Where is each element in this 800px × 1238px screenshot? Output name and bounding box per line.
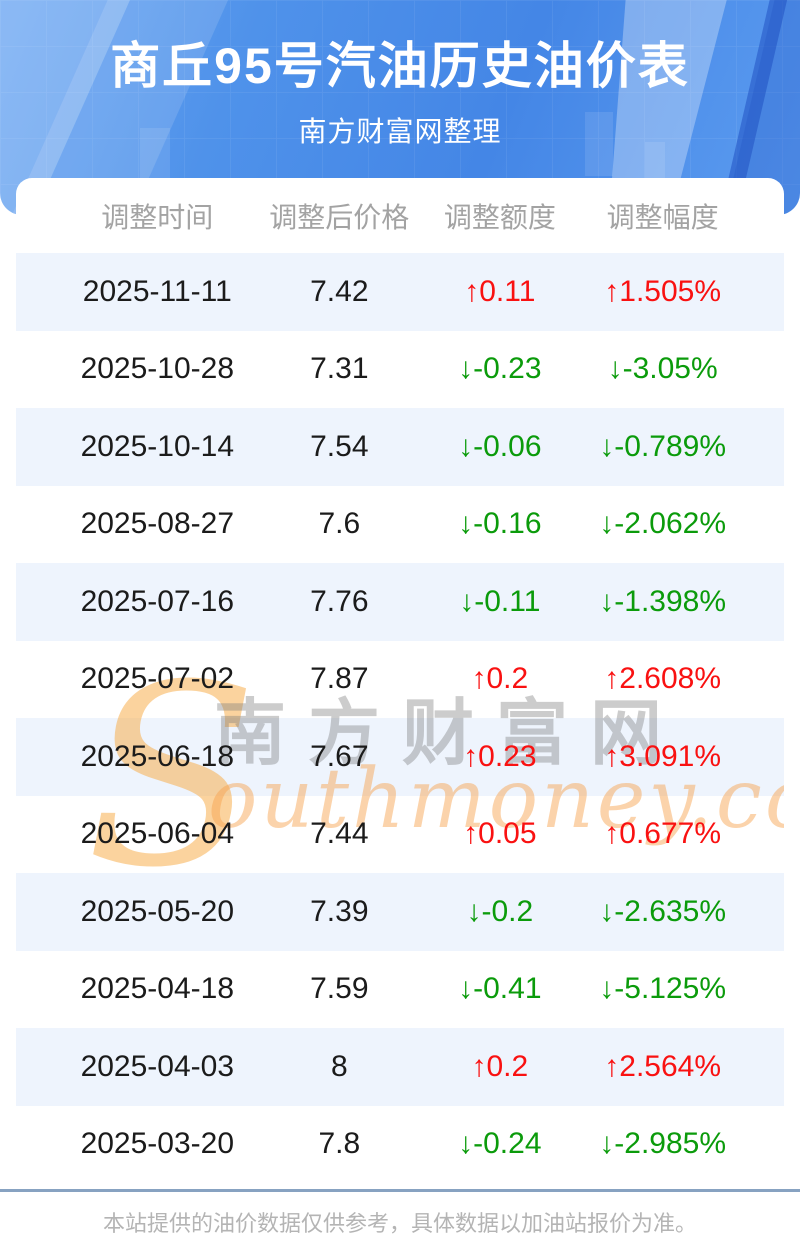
table-row: 2025-08-27 7.6 ↓-0.16 ↓-2.062% (16, 486, 784, 564)
cell-change-percent: ↓-2.985% (599, 1127, 727, 1161)
cell-change-percent: ↓-2.635% (599, 894, 727, 928)
footer-divider (0, 1189, 800, 1192)
cell-change: ↑0.05 (463, 817, 537, 851)
table-row: 2025-07-02 7.87 ↑0.2 ↑2.608% (16, 641, 784, 719)
banner-candlestick-decor (645, 142, 665, 188)
cell-change-percent: ↓-2.062% (599, 507, 727, 541)
table-row: 2025-07-16 7.76 ↓-0.11 ↓-1.398% (16, 563, 784, 641)
table-body: 2025-11-11 7.42 ↑0.11 ↑1.505% 2025-10-28… (16, 253, 784, 1183)
cell-price: 7.42 (310, 274, 369, 308)
column-header-date: 调整时间 (101, 201, 214, 233)
cell-change: ↓-0.16 (458, 507, 542, 541)
cell-change: ↓-0.41 (458, 972, 542, 1006)
cell-date: 2025-10-14 (80, 429, 235, 463)
cell-change-percent: ↑3.091% (604, 739, 722, 773)
table-row: 2025-04-03 8 ↑0.2 ↑2.564% (16, 1028, 784, 1106)
cell-price: 7.8 (318, 1127, 361, 1161)
table-row: 2025-11-11 7.42 ↑0.11 ↑1.505% (16, 253, 784, 331)
banner-candlestick-decor (140, 128, 170, 186)
price-table-card: 调整时间 调整后价格 调整额度 调整幅度 S 南方财富网 outhmoney.c… (16, 178, 784, 1183)
cell-price: 7.54 (310, 429, 369, 463)
cell-date: 2025-05-20 (80, 894, 235, 928)
cell-change: ↑0.2 (471, 1049, 529, 1083)
table-row: 2025-10-14 7.54 ↓-0.06 ↓-0.789% (16, 408, 784, 486)
cell-change: ↓-0.2 (466, 894, 534, 928)
column-header-price: 调整后价格 (269, 201, 410, 233)
cell-change: ↑0.23 (463, 739, 537, 773)
cell-price: 7.31 (310, 352, 369, 386)
table-row: 2025-04-18 7.59 ↓-0.41 ↓-5.125% (16, 951, 784, 1029)
cell-change: ↑0.2 (471, 662, 529, 696)
cell-change-percent: ↓-0.789% (599, 429, 727, 463)
column-header-change: 调整额度 (443, 201, 556, 233)
cell-change-percent: ↓-1.398% (599, 584, 727, 618)
cell-date: 2025-03-20 (80, 1127, 235, 1161)
banner: 商丘95号汽油历史油价表 南方财富网整理 (0, 0, 800, 215)
cell-date: 2025-04-03 (80, 1049, 235, 1083)
cell-date: 2025-11-11 (82, 274, 232, 308)
cell-date: 2025-04-18 (80, 972, 235, 1006)
cell-change: ↓-0.06 (458, 429, 542, 463)
cell-change-percent: ↑2.564% (604, 1049, 722, 1083)
cell-date: 2025-07-16 (80, 584, 235, 618)
cell-change-percent: ↑1.505% (604, 274, 722, 308)
cell-date: 2025-08-27 (80, 507, 235, 541)
cell-price: 7.59 (310, 972, 369, 1006)
cell-date: 2025-06-04 (80, 817, 235, 851)
cell-change: ↓-0.23 (458, 352, 542, 386)
table-header-row: 调整时间 调整后价格 调整额度 调整幅度 (16, 178, 784, 253)
table-row: 2025-10-28 7.31 ↓-0.23 ↓-3.05% (16, 331, 784, 409)
cell-date: 2025-06-18 (80, 739, 235, 773)
cell-change: ↓-0.11 (459, 584, 541, 618)
cell-change-percent: ↑0.677% (604, 817, 722, 851)
cell-price: 7.44 (310, 817, 369, 851)
cell-change: ↑0.11 (464, 274, 536, 308)
table-row: 2025-03-20 7.8 ↓-0.24 ↓-2.985% (16, 1106, 784, 1184)
footer-note: 本站提供的油价数据仅供参考，具体数据以加油站报价为准。 (102, 1211, 697, 1236)
table-row: 2025-06-04 7.44 ↑0.05 ↑0.677% (16, 796, 784, 874)
cell-change: ↓-0.24 (458, 1127, 542, 1161)
page-title: 商丘95号汽油历史油价表 (110, 38, 690, 94)
cell-date: 2025-10-28 (80, 352, 235, 386)
table-row: 2025-05-20 7.39 ↓-0.2 ↓-2.635% (16, 873, 784, 951)
cell-change-percent: ↓-3.05% (607, 352, 718, 386)
table-row: 2025-06-18 7.67 ↑0.23 ↑3.091% (16, 718, 784, 796)
cell-price: 7.39 (310, 894, 369, 928)
column-header-change-percent: 调整幅度 (606, 201, 719, 233)
cell-price: 7.67 (310, 739, 369, 773)
page-subtitle: 南方财富网整理 (298, 116, 502, 147)
cell-date: 2025-07-02 (80, 662, 235, 696)
cell-price: 7.87 (310, 662, 369, 696)
cell-change-percent: ↑2.608% (604, 662, 722, 696)
cell-price: 8 (330, 1049, 348, 1083)
cell-price: 7.76 (310, 584, 369, 618)
cell-change-percent: ↓-5.125% (599, 972, 727, 1006)
cell-price: 7.6 (318, 507, 361, 541)
banner-candlestick-decor (585, 112, 613, 176)
